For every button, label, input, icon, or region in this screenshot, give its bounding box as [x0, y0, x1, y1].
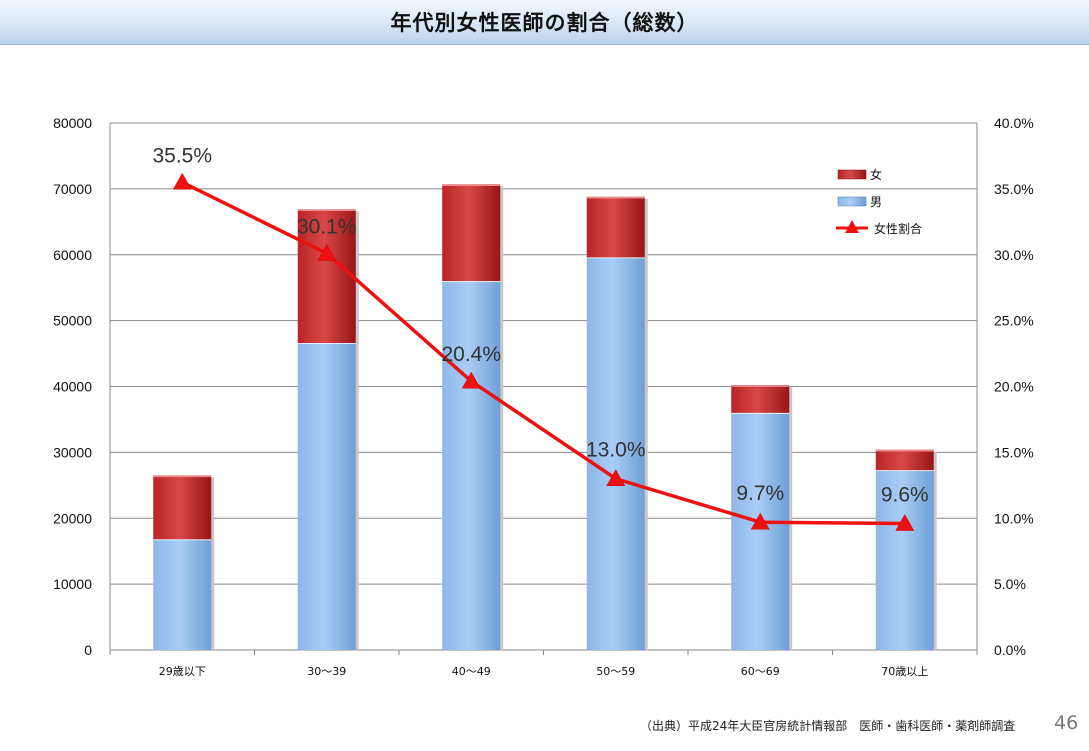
bar-segment-male [442, 281, 501, 650]
bar-segment-male [297, 343, 356, 650]
y-right-tick-label: 15.0% [994, 444, 1034, 460]
y-right-tick-label: 20.0% [994, 379, 1034, 395]
female-ratio-data-label: 13.0% [586, 439, 646, 462]
female-ratio-marker [606, 469, 626, 486]
legend-label-male: 男 [870, 195, 882, 209]
y-right-tick-label: 25.0% [994, 313, 1034, 329]
y-left-tick-label: 50000 [53, 313, 92, 329]
female-ratio-marker [750, 512, 770, 530]
bar-segment-female [297, 209, 356, 344]
bar-segment-female [153, 475, 212, 540]
female-ratio-line [181, 180, 905, 526]
female-ratio-marker [895, 514, 915, 531]
female-ratio-marker [317, 243, 337, 261]
y-right-tick-label: 35.0% [994, 181, 1034, 197]
y-right-tick-label: 0.0% [994, 642, 1026, 658]
bar-segment-female [442, 184, 501, 282]
x-tick-label: 30～39 [307, 665, 346, 678]
legend-swatch-female [837, 169, 867, 180]
legend-label-ratio: 女性割合 [874, 221, 922, 236]
x-tick-label: 70歳以上 [881, 665, 928, 678]
page-title: 年代別女性医師の割合（総数） [390, 11, 699, 35]
y-right-tick-label: 10.0% [994, 510, 1034, 526]
y-left-tick-label: 0 [84, 642, 92, 658]
y-left-tick-label: 10000 [53, 576, 92, 592]
female-ratio-marker [461, 371, 481, 389]
female-ratio-data-label: 20.4% [441, 343, 501, 366]
y-right-tick-label: 5.0% [994, 576, 1026, 592]
bar-segment-male [586, 257, 645, 650]
x-tick-label: 29歳以下 [159, 665, 206, 678]
y-left-tick-label: 60000 [53, 247, 92, 263]
female-ratio-data-label: 9.6% [881, 484, 929, 507]
legend-swatch-male [837, 196, 867, 207]
y-right-tick-label: 30.0% [994, 247, 1034, 263]
bar-segment-female [875, 449, 934, 471]
female-ratio-data-label: 9.7% [736, 482, 784, 505]
page-number: 46 [1054, 712, 1079, 734]
x-tick-label: 40～49 [452, 665, 491, 678]
legend-marker-ratio [845, 220, 859, 233]
source-note: （出典）平成24年大臣官房統計情報部 医師・歯科医師・薬剤師調査 [640, 719, 1016, 733]
female-ratio-data-label: 35.5% [152, 144, 212, 167]
y-left-tick-label: 80000 [53, 115, 92, 131]
y-left-tick-label: 30000 [53, 444, 92, 460]
title-bar: 年代別女性医師の割合（総数） [0, 0, 1089, 45]
bar-segment-male [153, 539, 212, 650]
female-ratio-marker [172, 172, 192, 190]
y-left-tick-label: 20000 [53, 510, 92, 526]
bar-segment-male [731, 412, 790, 650]
x-tick-label: 60～69 [741, 665, 780, 678]
female-ratio-data-label: 30.1% [297, 215, 357, 238]
legend-label-female: 女 [870, 167, 882, 182]
y-right-tick-label: 40.0% [994, 115, 1034, 131]
bar-segment-male [875, 470, 934, 650]
x-tick-label: 50～59 [596, 665, 635, 678]
y-left-tick-label: 70000 [53, 181, 92, 197]
bar-segment-female [586, 196, 645, 258]
bar-segment-female [731, 385, 790, 413]
y-left-tick-label: 40000 [53, 379, 92, 395]
